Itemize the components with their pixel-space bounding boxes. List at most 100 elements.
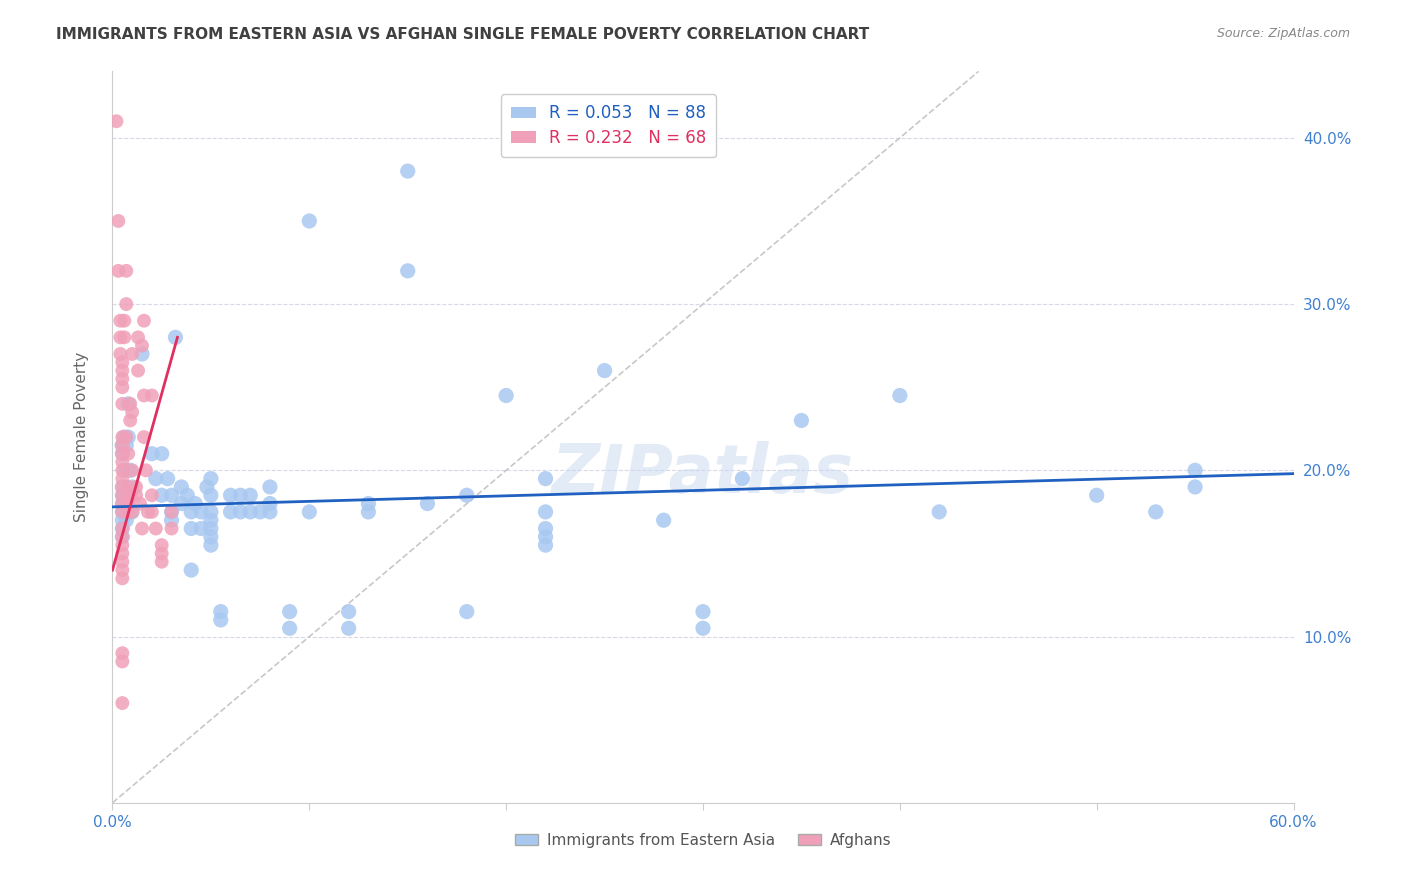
Point (111, 355, 134, 369)
Point (111, 455, 134, 469)
Point (107, 264, 129, 278)
Y-axis label: Single Female Poverty: Single Female Poverty (75, 352, 89, 522)
Point (259, 480, 281, 494)
Point (259, 497, 281, 511)
Point (209, 613, 232, 627)
Point (298, 214, 321, 228)
Point (112, 314, 135, 328)
Point (1184, 463, 1206, 477)
Point (692, 621, 714, 635)
Point (132, 430, 155, 444)
Point (111, 438, 134, 452)
Point (121, 347, 143, 361)
Point (115, 297, 138, 311)
Point (112, 330, 135, 344)
Point (135, 463, 157, 477)
Point (1085, 488, 1108, 502)
Point (111, 513, 134, 527)
Point (121, 480, 143, 494)
Point (111, 488, 134, 502)
Point (200, 538, 222, 552)
Point (180, 521, 202, 535)
Point (111, 480, 134, 494)
Point (120, 463, 142, 477)
Point (111, 472, 134, 486)
Point (160, 505, 183, 519)
Point (278, 605, 301, 619)
Point (278, 621, 301, 635)
Point (111, 430, 134, 444)
Point (117, 447, 139, 461)
Point (160, 488, 183, 502)
Point (107, 214, 129, 228)
Point (229, 505, 252, 519)
Point (132, 314, 155, 328)
Point (239, 488, 262, 502)
Point (127, 330, 149, 344)
Point (337, 621, 360, 635)
Point (111, 563, 134, 577)
Point (416, 497, 439, 511)
Legend: Immigrants from Eastern Asia, Afghans: Immigrants from Eastern Asia, Afghans (509, 827, 897, 854)
Point (190, 521, 212, 535)
Point (534, 505, 557, 519)
Point (209, 605, 232, 619)
Point (125, 480, 148, 494)
Point (200, 488, 222, 502)
Point (889, 388, 911, 402)
Point (200, 505, 222, 519)
Point (110, 314, 132, 328)
Point (150, 555, 173, 569)
Point (131, 521, 153, 535)
Point (357, 497, 380, 511)
Point (125, 488, 148, 502)
Point (790, 413, 813, 427)
Point (534, 538, 557, 552)
Point (731, 472, 754, 486)
Point (111, 555, 134, 569)
Point (121, 405, 143, 419)
Point (141, 488, 163, 502)
Point (219, 488, 242, 502)
Point (150, 538, 173, 552)
Point (111, 521, 134, 535)
Point (1184, 480, 1206, 494)
Point (534, 530, 557, 544)
Point (534, 521, 557, 535)
Point (111, 438, 134, 452)
Point (120, 413, 142, 427)
Point (111, 447, 134, 461)
Point (136, 505, 159, 519)
Point (150, 488, 173, 502)
Point (111, 538, 134, 552)
Point (239, 505, 262, 519)
Point (121, 505, 143, 519)
Point (456, 488, 478, 502)
Point (141, 447, 163, 461)
Point (111, 505, 134, 519)
Point (111, 372, 134, 386)
Point (160, 505, 183, 519)
Point (117, 430, 139, 444)
Point (145, 521, 167, 535)
Text: IMMIGRANTS FROM EASTERN ASIA VS AFGHAN SINGLE FEMALE POVERTY CORRELATION CHART: IMMIGRANTS FROM EASTERN ASIA VS AFGHAN S… (56, 27, 869, 42)
Point (111, 438, 134, 452)
Point (150, 546, 173, 560)
Point (928, 505, 950, 519)
Point (337, 605, 360, 619)
Point (115, 430, 138, 444)
Point (184, 497, 207, 511)
Point (111, 646, 134, 660)
Point (132, 388, 155, 402)
Point (111, 380, 134, 394)
Point (110, 330, 132, 344)
Point (180, 505, 202, 519)
Point (170, 480, 193, 494)
Point (111, 488, 134, 502)
Point (111, 447, 134, 461)
Point (259, 505, 281, 519)
Point (117, 480, 139, 494)
Point (396, 164, 419, 178)
Point (298, 505, 321, 519)
Point (110, 347, 132, 361)
